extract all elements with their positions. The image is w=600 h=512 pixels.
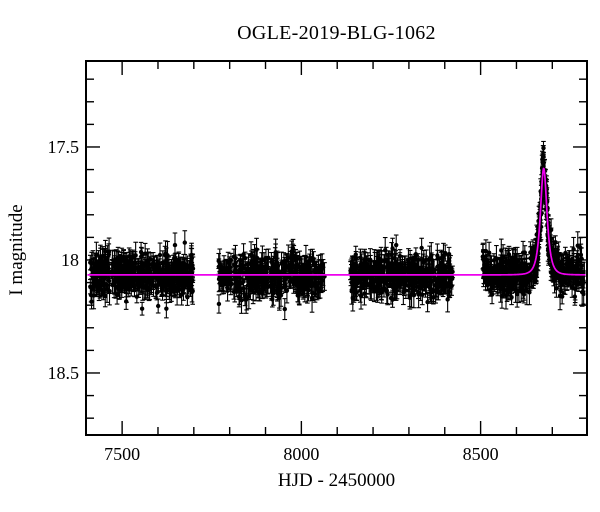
x-axis-label: HJD - 2450000: [277, 470, 396, 491]
x-tick-label: 8500: [462, 444, 499, 464]
y-tick-label: 17.5: [47, 136, 80, 157]
y-tick-label: 18: [61, 249, 79, 270]
x-tick-label: 7500: [104, 444, 141, 464]
plot-canvas: [85, 60, 588, 436]
chart-title: OGLE-2019-BLG-1062: [237, 22, 436, 44]
x-tick-label: 8000: [283, 444, 320, 464]
y-tick-label: 18.5: [47, 362, 80, 383]
